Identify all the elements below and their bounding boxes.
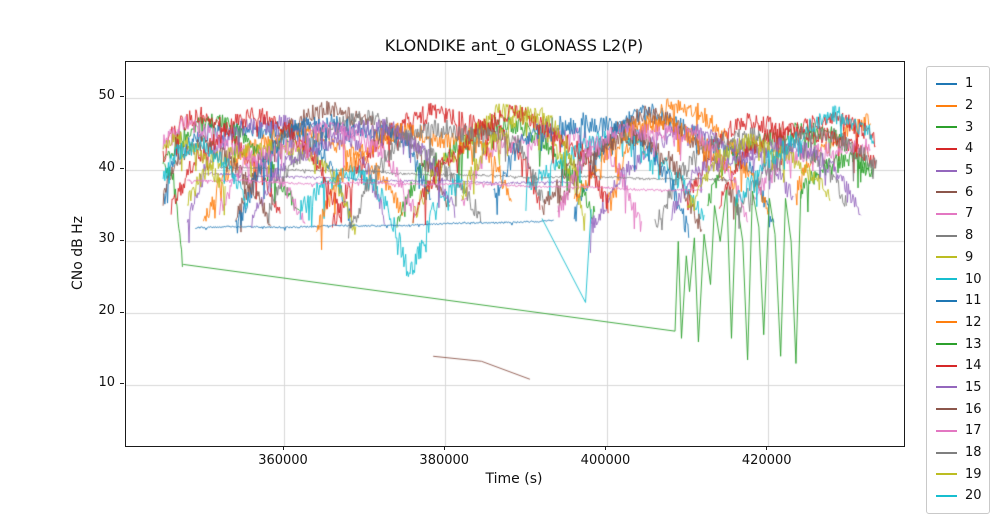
legend-label: 9 <box>965 249 974 265</box>
chart-title: KLONDIKE ant_0 GLONASS L2(P) <box>384 36 644 55</box>
plot-area <box>125 61 905 447</box>
legend-item: 8 <box>936 225 983 247</box>
legend-line-sample <box>936 147 957 150</box>
legend-label: 7 <box>965 206 974 222</box>
legend-label: 11 <box>965 293 982 309</box>
x-tick-mark <box>605 446 606 450</box>
x-tick-mark <box>282 446 284 450</box>
chart-canvas <box>126 62 904 446</box>
legend-item: 7 <box>936 203 983 225</box>
y-tick-label: 20 <box>98 303 115 319</box>
legend-item: 9 <box>936 247 983 269</box>
legend-label: 5 <box>965 163 974 179</box>
legend-label: 13 <box>965 336 982 352</box>
legend-item: 16 <box>936 398 983 420</box>
legend-item: 15 <box>936 377 983 399</box>
legend-line-sample <box>936 473 957 476</box>
legend-item: 19 <box>936 463 983 485</box>
legend-item: 13 <box>936 333 983 355</box>
y-tick-label: 10 <box>98 374 115 390</box>
legend-line-sample <box>936 408 957 411</box>
legend-label: 17 <box>965 423 982 439</box>
y-tick-mark <box>120 311 124 313</box>
y-tick-mark <box>120 96 124 98</box>
legend-item: 17 <box>936 420 983 442</box>
legend-item: 6 <box>936 181 983 203</box>
legend-line-sample <box>936 429 957 432</box>
legend-line-sample <box>936 169 957 172</box>
legend-line-sample <box>936 494 957 497</box>
legend-label: 2 <box>965 98 974 114</box>
y-axis-label: CNo dB Hz <box>70 215 86 291</box>
legend-line-sample <box>936 343 957 346</box>
legend-line-sample <box>936 321 957 324</box>
y-tick-mark <box>120 168 124 170</box>
y-tick-label: 50 <box>98 87 115 103</box>
legend-line-sample <box>936 256 957 259</box>
legend-line-sample <box>936 299 957 302</box>
legend-line-sample <box>936 364 957 367</box>
legend-line-sample <box>936 278 957 281</box>
legend-label: 19 <box>965 466 982 482</box>
legend-label: 10 <box>965 271 982 287</box>
y-tick-mark <box>120 383 124 385</box>
legend-label: 16 <box>965 401 982 417</box>
x-tick-mark <box>766 446 768 450</box>
legend-item: 12 <box>936 312 983 334</box>
y-tick-mark <box>120 239 124 241</box>
x-tick-label: 420000 <box>741 453 792 468</box>
legend-label: 1 <box>965 76 974 92</box>
legend-line-sample <box>936 212 957 215</box>
legend-item: 4 <box>936 138 983 160</box>
legend-item: 14 <box>936 355 983 377</box>
figure: KLONDIKE ant_0 GLONASS L2(P) CNo dB Hz T… <box>70 36 990 514</box>
legend-label: 3 <box>965 119 974 135</box>
legend-line-sample <box>936 126 957 129</box>
legend-line-sample <box>936 104 957 107</box>
legend-label: 4 <box>965 141 974 157</box>
legend-line-sample <box>936 191 957 194</box>
legend: 1 2 3 4 5 6 7 8 9 10 11 12 13 14 15 16 17 18 19 20 <box>926 66 990 514</box>
legend-line-sample <box>936 234 957 237</box>
legend-label: 20 <box>965 488 982 504</box>
x-tick-label: 400000 <box>580 453 631 468</box>
legend-line-sample <box>936 82 957 85</box>
legend-label: 18 <box>965 445 982 461</box>
legend-label: 6 <box>965 184 974 200</box>
legend-line-sample <box>936 386 957 389</box>
legend-label: 14 <box>965 358 982 374</box>
x-axis-label: Time (s) <box>485 471 543 487</box>
legend-item: 3 <box>936 116 983 138</box>
legend-label: 8 <box>965 228 974 244</box>
legend-item: 11 <box>936 290 983 312</box>
y-tick-label: 30 <box>98 231 115 247</box>
legend-item: 10 <box>936 268 983 290</box>
x-tick-label: 380000 <box>419 453 470 468</box>
legend-item: 20 <box>936 485 983 507</box>
legend-label: 12 <box>965 314 982 330</box>
legend-item: 5 <box>936 160 983 182</box>
legend-item: 18 <box>936 442 983 464</box>
legend-item: 2 <box>936 95 983 117</box>
x-tick-mark <box>443 446 445 450</box>
legend-item: 1 <box>936 73 983 95</box>
legend-line-sample <box>936 451 957 454</box>
legend-label: 15 <box>965 379 982 395</box>
x-tick-label: 360000 <box>258 453 308 468</box>
y-tick-label: 40 <box>98 159 115 175</box>
